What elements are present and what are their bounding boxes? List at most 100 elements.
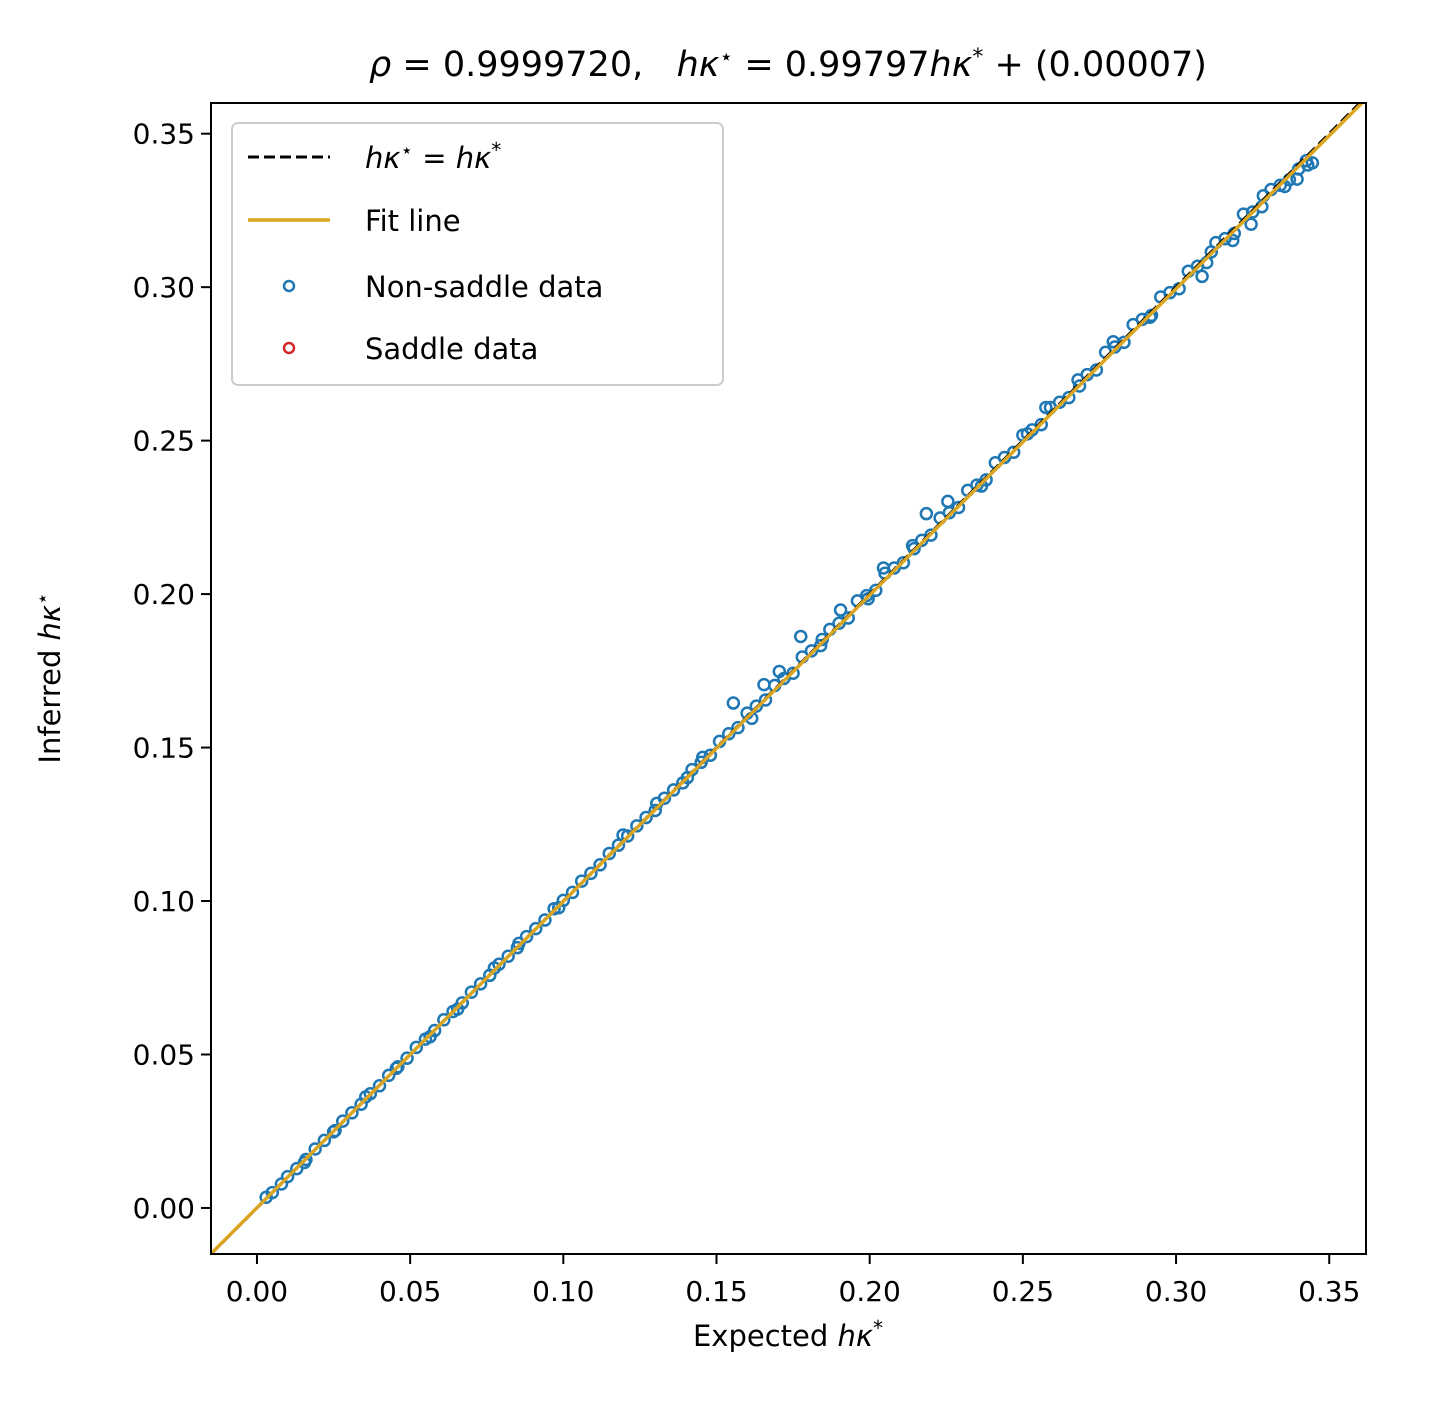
plot-area <box>211 103 1365 1254</box>
legend-identity-sup2: * <box>491 138 501 162</box>
legend-nonsaddle-label: Non-saddle data <box>365 270 603 304</box>
data-point <box>1195 269 1209 284</box>
y-tick-label: 0.15 <box>133 732 195 765</box>
y-tick-label: 0.35 <box>133 118 195 151</box>
data-point <box>437 1013 451 1027</box>
y-tick-label: 0.10 <box>133 885 195 918</box>
data-point <box>731 720 745 735</box>
y-tick-label: 0.05 <box>133 1038 195 1071</box>
data-point <box>907 541 921 556</box>
data-point <box>409 1040 424 1055</box>
data-point <box>1039 400 1053 415</box>
x-axis: 0.00 0.05 0.10 0.15 0.20 0.25 0.30 0.35 <box>226 1254 1360 1308</box>
legend: hκ⋆ = hκ* Fit line Non-saddle data Saddl… <box>231 122 724 386</box>
fit-line <box>211 103 1365 1254</box>
data-point <box>574 874 589 888</box>
x-tick-label: 0.15 <box>685 1275 747 1308</box>
data-point <box>400 1051 414 1065</box>
data-point <box>1072 379 1087 393</box>
data-point <box>1290 172 1304 186</box>
data-point <box>602 846 617 861</box>
title-eq: = 0.99797 <box>733 45 929 85</box>
data-point <box>391 1060 405 1074</box>
data-point <box>726 696 741 710</box>
data-point <box>473 977 488 991</box>
data-point <box>813 638 828 653</box>
data-point <box>861 591 875 606</box>
data-point <box>666 783 681 797</box>
data-point <box>358 1090 373 1104</box>
data-point <box>584 866 598 881</box>
x-tick-label: 0.00 <box>226 1275 288 1308</box>
y-tick-label: 0.30 <box>133 271 195 304</box>
data-point <box>297 1155 312 1170</box>
legend-identity-var: hκ <box>365 141 400 175</box>
x-tick-label: 0.10 <box>532 1275 594 1308</box>
data-point <box>565 885 580 900</box>
data-point <box>335 1114 350 1128</box>
data-point <box>487 961 502 975</box>
data-point <box>1034 417 1049 432</box>
data-point <box>519 929 534 944</box>
data-point <box>538 913 552 927</box>
data-point <box>1305 156 1320 170</box>
y-tick-label: 0.25 <box>133 425 195 458</box>
data-point <box>345 1106 359 1120</box>
y-axis-label-sup: ⋆ <box>30 592 54 605</box>
data-point <box>423 1029 437 1044</box>
data-point <box>841 611 855 625</box>
legend-identity-label: hκ⋆ = hκ* <box>365 138 501 175</box>
data-point <box>501 949 515 964</box>
data-point <box>512 936 526 951</box>
data-point <box>317 1133 332 1148</box>
data-point <box>372 1079 387 1093</box>
data-point <box>941 494 955 509</box>
legend-nonsaddle-marker <box>282 279 296 293</box>
data-point <box>450 1002 465 1016</box>
axes-frame <box>210 102 1367 1255</box>
data-point <box>593 858 607 872</box>
x-axis-label-text: Expected <box>693 1319 838 1353</box>
title-lhs-var: hκ <box>677 45 720 85</box>
title-lhs-sup: ⋆ <box>719 45 733 70</box>
data-point <box>1062 390 1076 405</box>
data-point <box>464 985 479 999</box>
title-rho: ρ <box>369 45 391 85</box>
data-point <box>528 921 543 936</box>
y-axis-label: Inferred hκ⋆ <box>30 592 67 763</box>
data-point <box>381 1068 396 1083</box>
data-point <box>1106 335 1120 349</box>
data-point <box>308 1142 322 1156</box>
title-rhs-var: hκ <box>930 45 973 85</box>
legend-saddle-label: Saddle data <box>365 332 538 366</box>
x-tick-label: 0.20 <box>839 1275 901 1308</box>
data-point <box>1204 245 1219 259</box>
data-point <box>1089 363 1104 377</box>
data-point <box>1225 233 1240 248</box>
data-point <box>758 693 773 707</box>
data-point <box>794 629 808 644</box>
y-axis: 0.00 0.05 0.10 0.15 0.20 0.25 0.30 0.35 <box>133 118 211 1225</box>
data-point <box>924 528 938 542</box>
x-axis-label-var: hκ <box>838 1319 873 1353</box>
y-tick-label: 0.00 <box>133 1192 195 1225</box>
y-axis-label-text: Inferred <box>33 640 67 763</box>
data-point <box>630 819 644 833</box>
legend-saddle-marker <box>282 341 296 355</box>
y-tick-label: 0.20 <box>133 578 195 611</box>
x-axis-label-sup: * <box>873 1316 883 1340</box>
data-point <box>749 699 764 713</box>
data-point <box>551 901 566 915</box>
chart-title: ρ = 0.9999720, hκ⋆ = 0.99797hκ* + (0.000… <box>369 45 1207 85</box>
data-point <box>280 1169 295 1184</box>
legend-fit-label: Fit line <box>365 204 461 238</box>
legend-box <box>231 122 724 386</box>
legend-identity-mid: = <box>413 141 456 175</box>
data-point <box>328 1123 342 1138</box>
data-point <box>722 726 736 741</box>
legend-identity-sup1: ⋆ <box>400 138 413 162</box>
title-tail: + (0.00007) <box>983 45 1207 85</box>
data-point <box>639 810 653 825</box>
data-point <box>919 506 934 521</box>
